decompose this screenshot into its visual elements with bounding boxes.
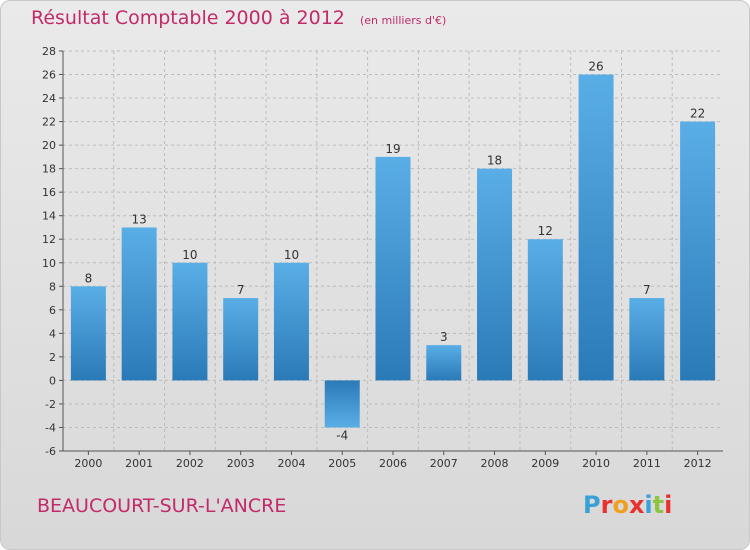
y-tick-label: 20	[42, 139, 56, 152]
bars	[70, 74, 716, 428]
x-tick-label: 2003	[227, 457, 255, 470]
logo-letter: i	[644, 491, 653, 519]
data-label: 7	[643, 283, 651, 297]
y-tick-label: 14	[42, 210, 56, 223]
data-label: 18	[487, 154, 502, 168]
logo-letter: r	[600, 491, 613, 519]
bar	[70, 286, 106, 381]
bar	[273, 262, 309, 381]
x-tick-label: 2002	[176, 457, 204, 470]
proxiti-logo: Proxiti	[583, 491, 672, 519]
chart-subtitle: (en milliers d'€)	[359, 14, 447, 27]
data-label: 3	[440, 330, 448, 344]
y-tick-label: -4	[45, 421, 56, 434]
x-tick-label: 2005	[328, 457, 356, 470]
data-label: 19	[385, 142, 400, 156]
bar	[121, 227, 157, 381]
y-tick-label: 18	[42, 163, 56, 176]
bar	[578, 74, 614, 381]
data-label: 10	[182, 248, 197, 262]
bar	[527, 239, 563, 381]
y-tick-label: 0	[49, 374, 56, 387]
logo-letter: i	[664, 491, 673, 519]
commune-name: BEAUCOURT-SUR-L'ANCRE	[37, 495, 287, 517]
bar	[375, 156, 411, 381]
y-tick-label: 2	[49, 351, 56, 364]
x-tick-label: 2004	[277, 457, 305, 470]
x-tick-label: 2012	[684, 457, 712, 470]
x-tick-label: 2011	[633, 457, 661, 470]
logo-letter: o	[612, 491, 629, 519]
y-tick-label: 4	[49, 327, 56, 340]
x-tick-label: 2000	[74, 457, 102, 470]
x-tick-label: 2010	[582, 457, 610, 470]
logo-letter: t	[652, 491, 665, 519]
y-tick-label: 8	[49, 280, 56, 293]
x-tick-label: 2009	[531, 457, 559, 470]
y-tick-label: -6	[45, 445, 56, 458]
y-tick-label: 16	[42, 186, 56, 199]
y-tick-label: 6	[49, 304, 56, 317]
data-label: 8	[85, 271, 93, 285]
bar	[223, 298, 259, 381]
bar	[172, 262, 208, 381]
y-tick-label: 12	[42, 233, 56, 246]
y-tick-label: 28	[42, 45, 56, 58]
data-label: 12	[538, 224, 553, 238]
bar	[477, 168, 513, 381]
bar	[426, 345, 462, 381]
x-tick-label: 2008	[481, 457, 509, 470]
bar	[629, 298, 665, 381]
y-tick-label: 24	[42, 92, 56, 105]
chart-title: Résultat Comptable 2000 à 2012	[31, 7, 345, 29]
data-label: 10	[284, 248, 299, 262]
y-tick-label: 10	[42, 257, 56, 270]
y-tick-label: 22	[42, 116, 56, 129]
data-label: 7	[237, 283, 245, 297]
data-label: 26	[588, 60, 603, 74]
y-tick-label: 26	[42, 69, 56, 82]
title-row: Résultat Comptable 2000 à 2012 (en milli…	[31, 7, 446, 29]
data-labels: 8 13 10 7 10 -4 19 3 18 12 26 7 22	[85, 60, 706, 443]
bar	[324, 380, 360, 428]
data-label: -4	[336, 428, 348, 442]
x-tick-label: 2007	[430, 457, 458, 470]
y-tick-label: -2	[45, 398, 56, 411]
data-label: 13	[132, 212, 147, 226]
data-label: 22	[690, 107, 705, 121]
logo-letter: P	[583, 491, 601, 519]
logo-letter: x	[628, 491, 645, 519]
bar	[680, 121, 716, 381]
x-tick-label: 2001	[125, 457, 153, 470]
x-tick-label: 2006	[379, 457, 407, 470]
